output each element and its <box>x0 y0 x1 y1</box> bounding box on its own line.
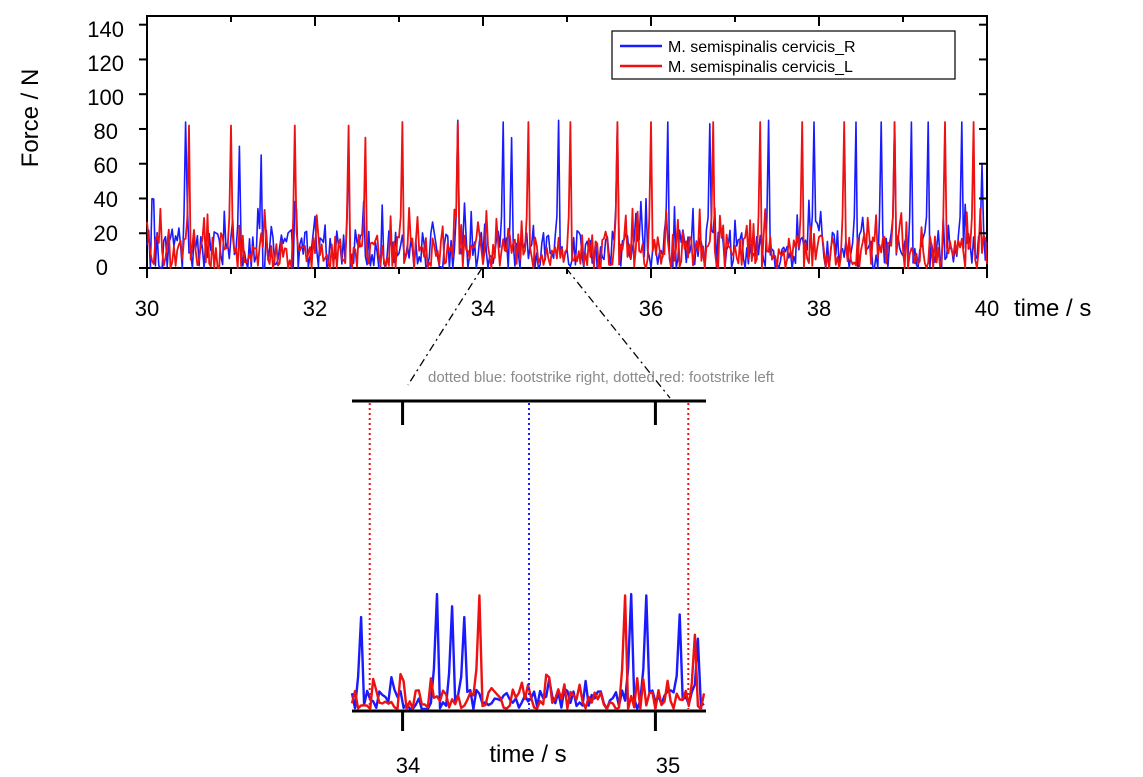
main-y-tick-label: 100 <box>87 85 124 110</box>
inset-x-tick-label: 34 <box>396 753 420 777</box>
main-x-tick-label: 38 <box>807 296 831 321</box>
main-series-lines <box>146 119 988 269</box>
main-x-tick-label: 30 <box>135 296 159 321</box>
main-chart: 30 32 34 36 38 40 0 20 40 60 80 100 120 … <box>17 15 1091 322</box>
main-y-tick-label: 140 <box>87 17 124 42</box>
inset-chart: dotted blue: footstrike right, dotted re… <box>350 369 775 777</box>
main-y-tick-label: 120 <box>87 51 124 76</box>
inset-x-tick-label: 35 <box>656 753 680 777</box>
main-y-tick-label: 0 <box>96 255 108 280</box>
inset-axis-ticks <box>401 401 657 731</box>
inset-note: dotted blue: footstrike right, dotted re… <box>428 369 775 386</box>
main-series-line-l <box>146 121 988 269</box>
inset-series-lines <box>350 592 706 711</box>
legend: M. semispinalis cervicis_R M. semispinal… <box>611 30 956 80</box>
main-x-tick-label: 32 <box>303 296 327 321</box>
inset-series-line-r <box>350 592 705 711</box>
zoom-connector-left <box>407 267 483 386</box>
main-x-tick-label: 34 <box>471 296 495 321</box>
legend-label-r: M. semispinalis cervicis_R <box>668 39 856 56</box>
main-y-tick-label: 80 <box>94 119 118 144</box>
main-y-tick-label: 60 <box>94 153 118 178</box>
inset-series-line-l <box>350 594 706 711</box>
main-y-axis-title: Force / N <box>17 69 44 168</box>
inset-x-axis-title: time / s <box>489 741 566 768</box>
main-x-tick-label: 36 <box>639 296 663 321</box>
main-x-axis-title: time / s <box>1014 295 1091 322</box>
main-y-tick-label: 40 <box>94 187 118 212</box>
zoom-connectors <box>407 267 671 399</box>
zoom-connector-right <box>565 267 671 399</box>
inset-footstrike-lines <box>368 403 690 709</box>
main-y-tick-label: 20 <box>94 221 118 246</box>
legend-label-l: M. semispinalis cervicis_L <box>668 59 853 76</box>
main-x-tick-label: 40 <box>975 296 999 321</box>
legend-box <box>611 30 956 80</box>
